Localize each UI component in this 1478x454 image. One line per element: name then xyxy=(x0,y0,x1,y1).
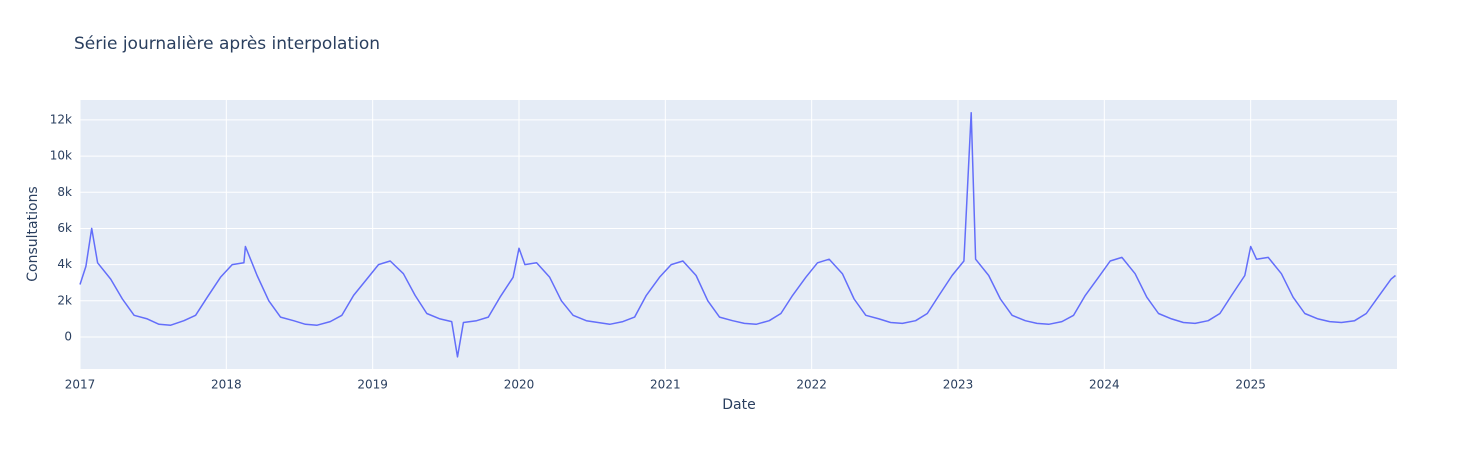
x-axis-title: Date xyxy=(722,397,755,413)
x-tick-label: 2021 xyxy=(650,378,681,392)
y-tick-label: 8k xyxy=(57,185,72,199)
x-tick-label: 2025 xyxy=(1235,378,1266,392)
y-tick-label: 0 xyxy=(64,329,72,343)
y-tick-label: 6k xyxy=(57,221,72,235)
grid xyxy=(79,100,1397,369)
x-tick-label: 2020 xyxy=(504,378,535,392)
y-axis-title: Consultations xyxy=(25,186,41,281)
y-tick-label: 10k xyxy=(50,149,72,163)
x-tick-label: 2017 xyxy=(65,378,96,392)
x-tick-label: 2023 xyxy=(943,378,974,392)
marks xyxy=(79,111,1396,358)
plot-area xyxy=(80,100,1397,369)
x-tick-label: 2024 xyxy=(1089,378,1120,392)
series-line xyxy=(79,111,1396,358)
x-tick-label: 2019 xyxy=(357,378,388,392)
y-tick-label: 12k xyxy=(50,112,72,126)
y-tick-label: 2k xyxy=(57,293,72,307)
x-tick-label: 2018 xyxy=(211,378,242,392)
chart-title: Série journalière après interpolation xyxy=(74,34,380,54)
x-tick-label: 2022 xyxy=(796,378,827,392)
y-tick-label: 4k xyxy=(57,257,72,271)
